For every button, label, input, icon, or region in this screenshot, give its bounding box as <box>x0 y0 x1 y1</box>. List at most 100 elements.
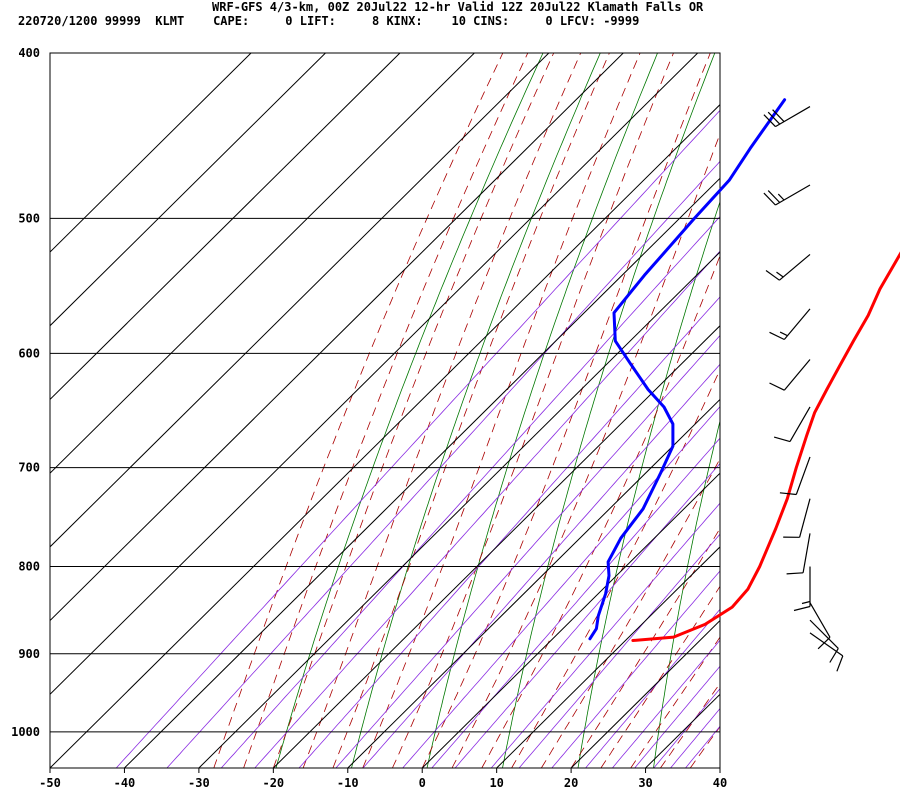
wind-barb <box>793 566 811 612</box>
wind-barb-feather <box>773 436 791 443</box>
temperature-tick-label: 10 <box>489 776 503 790</box>
background-lines <box>50 53 900 768</box>
mixing-ratio-line <box>670 707 720 768</box>
moist-adiabat-line <box>540 457 720 768</box>
isotherm-line <box>272 325 720 768</box>
wind-barb-feather <box>767 190 781 203</box>
wind-barb-half-feather <box>801 600 811 605</box>
isotherm-line <box>50 53 624 622</box>
mixing-ratio-line <box>490 502 720 768</box>
pressure-tick-label: 1000 <box>11 725 40 739</box>
mixing-ratio-line <box>362 363 720 768</box>
wind-barb-staff <box>789 406 811 442</box>
mixing-ratio-line <box>685 725 720 768</box>
wind-barb-staff <box>775 106 811 128</box>
mixing-ratio-lines <box>115 109 720 768</box>
mixing-ratio-line <box>634 665 720 768</box>
moist-adiabat-line <box>689 725 720 768</box>
wind-barb-half-feather <box>777 193 785 201</box>
moist-adiabat-line <box>570 527 720 768</box>
wind-barb-half-feather <box>776 271 784 278</box>
wind-barb-staff <box>799 498 811 538</box>
dry-adiabat-line <box>502 53 716 768</box>
temperature-tick-label: -20 <box>262 776 284 790</box>
isotherm-line <box>347 398 720 768</box>
wind-barb <box>763 106 811 128</box>
moist-adiabat-line <box>272 53 555 768</box>
isotherm-line <box>570 619 720 768</box>
mixing-ratio-line <box>518 533 720 768</box>
dry-adiabat-line <box>805 53 900 768</box>
mixing-ratio-line <box>335 334 720 768</box>
wind-barb-staff <box>779 254 811 281</box>
wind-barbs <box>763 106 844 672</box>
mixing-ratio-line <box>115 109 720 768</box>
isotherm-line <box>645 693 720 768</box>
mixing-ratio-line <box>166 160 720 768</box>
wind-barb <box>809 632 844 672</box>
moist-adiabat-line <box>600 585 720 768</box>
moist-adiabat-line <box>719 767 720 768</box>
wind-barb-staff <box>809 619 839 649</box>
isotherm-line <box>198 251 720 768</box>
moist-adiabat-line <box>362 53 641 768</box>
wind-barb-staff <box>783 359 811 391</box>
temperature-tick-label: -30 <box>188 776 210 790</box>
isotherms <box>50 53 720 768</box>
wind-barb-feather <box>779 492 797 496</box>
wind-barb <box>809 602 831 650</box>
wind-barb <box>786 533 811 575</box>
dry-adiabat-line <box>880 53 900 768</box>
temperature-tick-label: -50 <box>39 776 61 790</box>
mixing-ratio-line <box>612 639 720 768</box>
isotherm-line <box>50 103 720 768</box>
mixing-ratio-line <box>402 406 720 768</box>
isotherm-line <box>50 53 699 695</box>
wind-barb <box>773 406 811 443</box>
mixing-ratio-line <box>254 250 720 768</box>
dry-adiabat-line <box>275 53 544 768</box>
wind-barb-staff <box>809 602 831 638</box>
wind-barb <box>809 619 839 663</box>
wind-barb-half-feather <box>779 331 788 337</box>
temperature-axis: -50 -40 -30 -20 -10 0 10 20 30 40 <box>39 768 727 790</box>
temperature-tick-label: 0 <box>419 776 426 790</box>
temperature-tick-label: 40 <box>713 776 727 790</box>
dry-adiabat-line <box>351 53 601 768</box>
wind-barb <box>765 254 811 281</box>
wind-barb-feather <box>836 655 844 672</box>
pressure-tick-label: 400 <box>18 46 40 60</box>
dry-adiabat-line <box>426 53 658 768</box>
isotherm-line <box>496 546 720 768</box>
wind-barb <box>779 456 811 496</box>
pressure-tick-label: 800 <box>18 560 40 574</box>
mixing-ratio-line <box>653 688 720 768</box>
moist-adiabat-line <box>660 682 720 768</box>
wind-barb-staff <box>783 308 811 340</box>
wind-barb-feather <box>763 192 776 206</box>
moist-adiabat-line <box>392 53 674 768</box>
isotherm-line <box>421 472 720 768</box>
wind-barb-staff <box>795 456 811 495</box>
mixing-ratio-line <box>585 608 720 768</box>
moist-adiabat-line <box>630 636 720 768</box>
isotherm-line <box>124 177 720 768</box>
isotherm-line <box>50 53 401 401</box>
moist-adiabats <box>213 53 720 768</box>
wind-barb <box>769 359 811 391</box>
mixing-ratio-line <box>454 462 720 768</box>
moist-adiabat-line <box>481 254 720 768</box>
moist-adiabat-line <box>332 53 610 768</box>
moist-adiabat-line <box>243 53 529 768</box>
wind-barb <box>763 184 811 206</box>
isotherm-line <box>50 53 252 253</box>
wind-barb-feather <box>786 572 804 575</box>
isotherm-line <box>50 53 475 474</box>
wind-barb-feather <box>793 605 811 612</box>
wind-barb-feather <box>769 382 785 391</box>
mixing-ratio-line <box>551 570 720 768</box>
temperature-tick-label: -10 <box>337 776 359 790</box>
moist-adiabat-line <box>213 53 504 768</box>
chart-subtitle-indices: 220720/1200 99999 KLMT CAPE: 0 LIFT: 8 K… <box>18 14 640 28</box>
wind-barb <box>769 308 811 341</box>
